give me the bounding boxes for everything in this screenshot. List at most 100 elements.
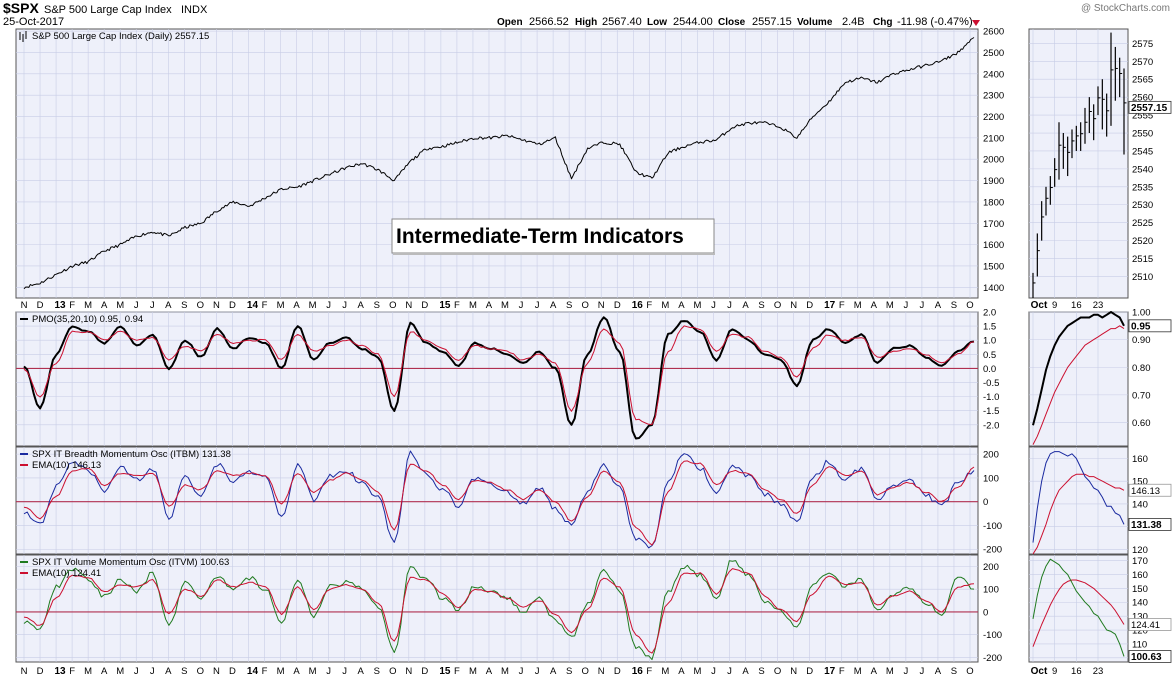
time-axis-label: 15 bbox=[439, 300, 451, 311]
time-axis-label: S bbox=[951, 666, 957, 677]
y-tick-label: 2600 bbox=[983, 27, 1004, 38]
time-axis-label: J bbox=[711, 666, 716, 677]
time-axis-label: M bbox=[854, 300, 862, 311]
chart-date: 25-Oct-2017 bbox=[3, 16, 64, 28]
time-axis-label: M bbox=[116, 300, 124, 311]
zoom-y-tick-label: 2555 bbox=[1132, 111, 1153, 122]
zoom-y-tick-label: 170 bbox=[1132, 556, 1148, 567]
time-axis-label: A bbox=[935, 666, 942, 677]
legend-itbm: SPX IT Breadth Momentum Osc (ITBM) 131.3… bbox=[20, 449, 231, 471]
time-axis-label: M bbox=[501, 666, 509, 677]
time-axis-label: O bbox=[966, 666, 973, 677]
time-axis-label: D bbox=[37, 666, 44, 677]
zoom-y-tick-label: 2525 bbox=[1132, 218, 1153, 229]
zoom-osc-line bbox=[1032, 451, 1125, 543]
zoom-y-tick-label: 2565 bbox=[1132, 75, 1153, 86]
y-tick-label: -2.0 bbox=[983, 420, 999, 431]
annotation-box: Intermediate-Term Indicators bbox=[391, 218, 715, 255]
time-axis-label: M bbox=[469, 666, 477, 677]
zoom-y-tick-label: 120 bbox=[1132, 626, 1148, 637]
ema-value-label: 146.13 bbox=[1131, 486, 1160, 497]
time-axis-label: 13 bbox=[55, 666, 67, 677]
y-tick-label: 0.5 bbox=[983, 350, 996, 361]
time-axis-label: S bbox=[181, 300, 187, 311]
time-axis-label: O bbox=[197, 300, 204, 311]
time-axis-label: N bbox=[213, 300, 220, 311]
series-line-pmo-1 bbox=[23, 325, 975, 425]
zoom-y-tick-label: 0.60 bbox=[1132, 418, 1151, 429]
panel-title-itvm: SPX IT Volume Momentum Osc (ITVM) 100.63 bbox=[32, 557, 229, 568]
time-axis-label: O bbox=[774, 666, 781, 677]
y-tick-label: 2300 bbox=[983, 91, 1004, 102]
current-value-label: 0.95 bbox=[1131, 321, 1151, 332]
time-axis-label: A bbox=[165, 666, 172, 677]
time-axis-label: J bbox=[920, 300, 925, 311]
y-tick-label: 2.0 bbox=[983, 308, 996, 319]
time-axis-label: D bbox=[229, 300, 236, 311]
time-axis-label: A bbox=[486, 666, 493, 677]
panel-price-main bbox=[15, 28, 979, 299]
open-value: 2566.52 bbox=[529, 16, 569, 28]
y-tick-label: -1.0 bbox=[983, 392, 999, 403]
y-tick-label: 100 bbox=[983, 473, 999, 484]
time-axis-label: D bbox=[421, 300, 428, 311]
y-tick-label: -0.5 bbox=[983, 378, 999, 389]
time-axis-label: J bbox=[150, 666, 155, 677]
zoom-y-tick-label: 0.80 bbox=[1132, 363, 1151, 374]
y-tick-label: 1.0 bbox=[983, 336, 996, 347]
ema-value-label: 124.41 bbox=[1131, 620, 1160, 631]
time-axis-label: J bbox=[150, 300, 155, 311]
current-value-label: 2557.15 bbox=[1131, 103, 1168, 114]
time-axis-label: A bbox=[871, 300, 878, 311]
time-axis-label: A bbox=[293, 666, 300, 677]
time-axis-label: 14 bbox=[247, 666, 259, 677]
zoom-y-tick-label: 140 bbox=[1132, 598, 1148, 609]
time-axis-label: J bbox=[727, 300, 732, 311]
y-tick-label: 2400 bbox=[983, 69, 1004, 80]
time-axis-label: S bbox=[566, 300, 572, 311]
time-axis-label: N bbox=[21, 300, 28, 311]
ema-label-itvm: EMA(10) 124.41 bbox=[32, 568, 101, 579]
time-axis-label: J bbox=[535, 300, 540, 311]
time-axis-label: O bbox=[389, 666, 396, 677]
y-tick-label: 2200 bbox=[983, 112, 1004, 123]
zoom-y-tick-label: 160 bbox=[1132, 454, 1148, 465]
zoom-y-tick-label: 1.00 bbox=[1132, 308, 1151, 319]
time-axis-label: D bbox=[421, 666, 428, 677]
panel-price-zoom bbox=[1028, 28, 1129, 299]
zoom-time-axis-label: 23 bbox=[1093, 300, 1104, 311]
zoom-time-axis-label: Oct bbox=[1031, 666, 1048, 677]
down-arrow-icon bbox=[972, 20, 980, 26]
time-axis-label: A bbox=[101, 666, 108, 677]
y-tick-label: 100 bbox=[983, 585, 999, 596]
high-label: High bbox=[575, 17, 597, 28]
time-axis-label: A bbox=[550, 300, 557, 311]
panel-title-price: S&P 500 Large Cap Index (Daily) 2557.15 bbox=[32, 31, 209, 42]
time-axis-label: N bbox=[598, 666, 605, 677]
time-axis-label: A bbox=[101, 300, 108, 311]
current-value-box bbox=[1128, 650, 1172, 663]
time-axis-label: F bbox=[262, 666, 268, 677]
zoom-time-axis-label: 9 bbox=[1052, 666, 1057, 677]
y-tick-label: 1700 bbox=[983, 219, 1004, 230]
legend-itvm: SPX IT Volume Momentum Osc (ITVM) 100.63… bbox=[20, 557, 229, 579]
time-axis-label: M bbox=[854, 666, 862, 677]
time-axis-label: 16 bbox=[632, 666, 644, 677]
time-axis-label: J bbox=[711, 300, 716, 311]
zoom-time-axis-label: 16 bbox=[1071, 666, 1082, 677]
zoom-time-axis-label: 16 bbox=[1071, 300, 1082, 311]
exchange-label: INDX bbox=[181, 4, 208, 16]
watermark: @ StockCharts.com bbox=[1081, 3, 1170, 14]
panel-title-pmo: PMO(35,20,10) 0.95, bbox=[32, 314, 121, 325]
time-axis-label: O bbox=[581, 666, 588, 677]
time-axis-label: 15 bbox=[439, 666, 451, 677]
annotation-text: Intermediate-Term Indicators bbox=[396, 225, 684, 248]
time-axis-label: 17 bbox=[824, 666, 836, 677]
panel-itvm-main bbox=[15, 554, 979, 663]
time-axis-label: D bbox=[614, 300, 621, 311]
time-axis-label: A bbox=[742, 666, 749, 677]
time-axis-label: O bbox=[774, 300, 781, 311]
zoom-osc-line bbox=[1032, 311, 1125, 426]
time-axis-label: D bbox=[806, 666, 813, 677]
